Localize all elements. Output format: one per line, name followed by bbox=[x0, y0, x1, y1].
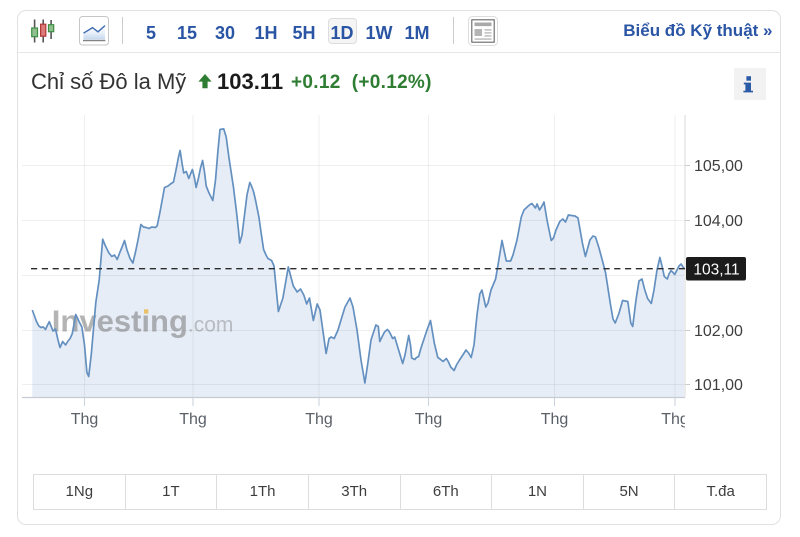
svg-text:105,00: 105,00 bbox=[694, 158, 743, 175]
svg-text:Thg: Thg bbox=[661, 411, 689, 428]
svg-text:103,11: 103,11 bbox=[693, 262, 739, 279]
svg-text:Thg: Thg bbox=[415, 411, 443, 428]
svg-text:Thg: Thg bbox=[71, 411, 99, 428]
svg-text:102,00: 102,00 bbox=[694, 323, 743, 340]
svg-text:101,00: 101,00 bbox=[694, 377, 743, 394]
svg-text:Thg: Thg bbox=[541, 411, 569, 428]
svg-text:Thg: Thg bbox=[179, 411, 207, 428]
svg-text:104,00: 104,00 bbox=[694, 213, 743, 230]
svg-text:Thg: Thg bbox=[305, 411, 333, 428]
